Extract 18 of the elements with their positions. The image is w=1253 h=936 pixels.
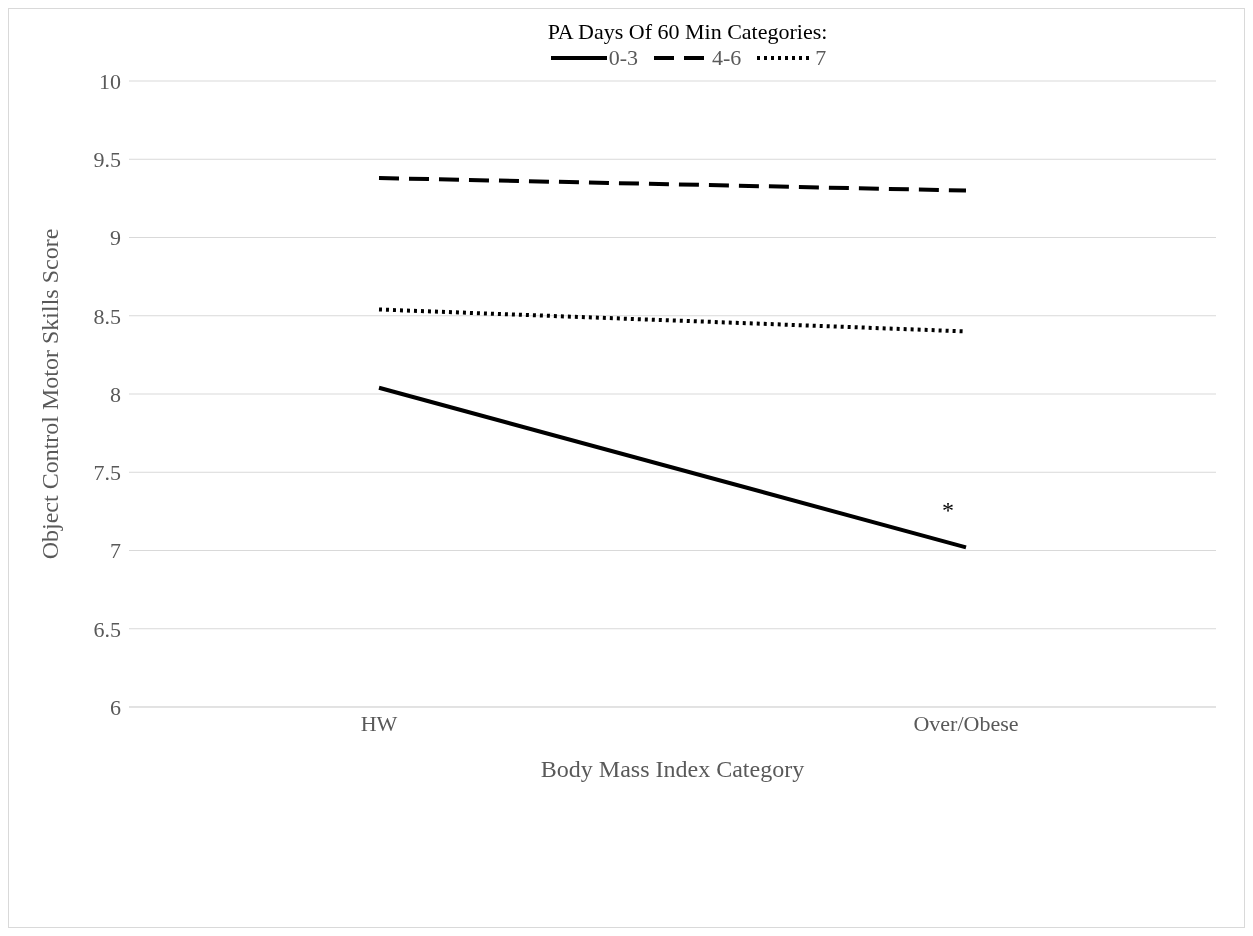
legend-label: 7 [815,45,827,71]
y-tick-label: 6 [110,694,121,720]
legend-title: PA Days Of 60 Min Categories: [546,19,829,45]
y-axis-title: Object Control Motor Skills Score [36,228,63,560]
y-tick-label: 7.5 [93,460,121,486]
y-tick-label: 7 [110,538,121,564]
y-tick-label: 10 [99,68,121,94]
y-tick-label: 8.5 [93,303,121,329]
legend-label: 0-3 [608,45,638,71]
x-axis-title: Body Mass Index Category [540,756,805,782]
legend-label: 4-6 [712,45,742,71]
annotation: * [942,496,954,523]
y-tick-label: 9.5 [93,147,121,173]
x-tick-label: Over/Obese [913,710,1019,736]
y-tick-label: 9 [110,225,121,251]
y-tick-label: 6.5 [93,616,121,642]
y-tick-label: 8 [110,381,121,407]
x-tick-label: HW [360,710,398,736]
